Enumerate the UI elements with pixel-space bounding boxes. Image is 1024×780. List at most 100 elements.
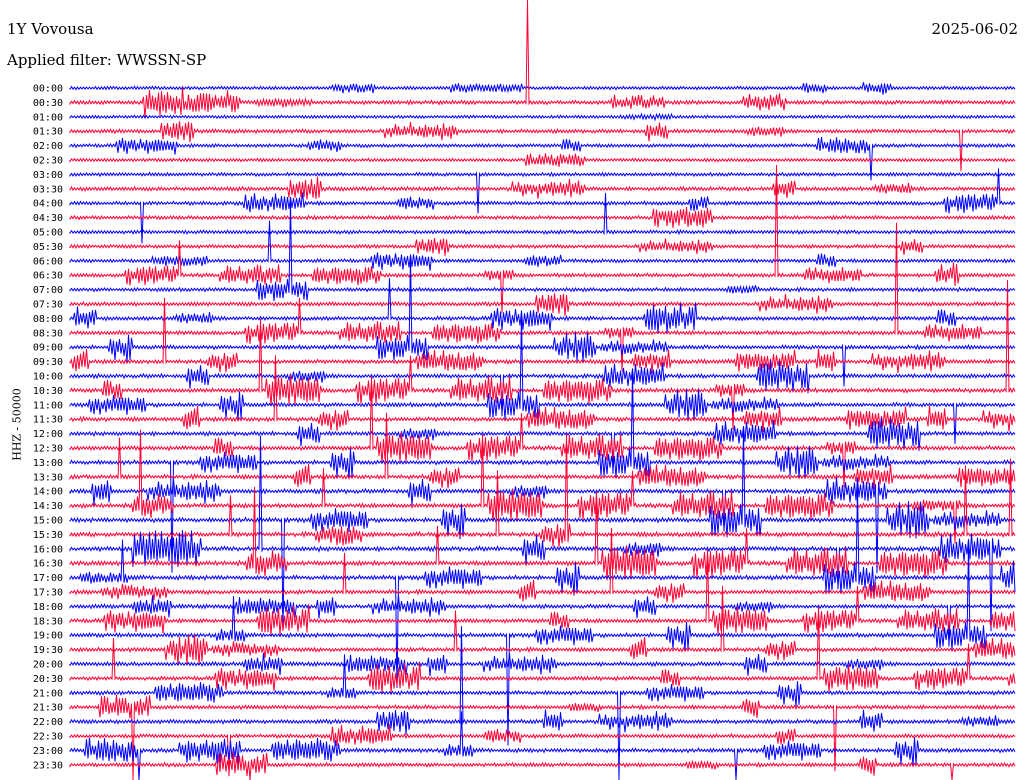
row-label-26: 13:00 [33,458,63,469]
trace-row-20 [69,360,1016,417]
row-label-41: 20:30 [33,674,63,685]
trace-row-46 [69,711,1016,780]
row-label-46: 23:00 [33,746,63,757]
trace-row-34 [69,485,1016,688]
trace-row-21 [69,280,1016,430]
row-label-45: 22:30 [33,732,63,743]
trace-row-15 [69,293,1016,317]
trace-row-2 [69,112,1016,122]
filter-label: Applied filter: WWSSN-SP [7,51,207,69]
row-label-20: 10:00 [33,372,63,383]
trace-row-12 [69,220,1016,271]
row-label-29: 14:30 [33,501,63,512]
date-label: 2025-06-02 [931,20,1018,38]
seismic-traces [69,0,1016,780]
row-label-17: 08:30 [33,328,63,339]
trace-row-44 [69,626,1016,735]
trace-row-36 [69,595,1016,647]
row-label-0: 00:00 [33,84,63,95]
row-label-36: 18:00 [33,602,63,613]
row-label-8: 04:00 [33,199,63,210]
trace-row-23 [69,355,1016,432]
trace-row-11 [69,238,1016,256]
row-label-38: 19:00 [33,631,63,642]
trace-row-45 [69,724,1016,777]
trace-row-25 [69,376,1016,488]
row-label-1: 00:30 [33,98,63,109]
trace-row-19 [69,297,1016,374]
row-label-27: 13:30 [33,472,63,483]
trace-row-41 [69,606,1016,694]
trace-row-28 [69,477,1016,574]
row-label-30: 15:00 [33,516,63,527]
trace-row-0 [69,82,1016,95]
row-label-33: 16:30 [33,559,63,570]
row-label-37: 18:30 [33,616,63,627]
trace-row-13 [69,164,1016,314]
trace-row-14 [69,200,1016,302]
trace-row-3 [69,121,1016,172]
row-label-7: 03:30 [33,184,63,195]
trace-row-17 [69,222,1016,372]
trace-row-26 [69,370,1016,573]
row-label-28: 14:00 [33,487,63,498]
row-label-47: 23:30 [33,760,63,771]
row-label-43: 21:30 [33,703,63,714]
row-label-44: 22:00 [33,717,63,728]
row-labels: 00:00 00:30 01:00 01:30 02:00 02:30 03:00 03:30… [33,84,63,772]
trace-row-8 [69,168,1016,244]
row-label-14: 07:00 [33,285,63,296]
row-label-4: 02:00 [33,141,63,152]
trace-row-5 [69,153,1016,167]
row-label-40: 20:00 [33,660,63,671]
trace-row-27 [69,412,1016,490]
row-label-42: 21:00 [33,688,63,699]
row-label-10: 05:00 [33,228,63,239]
row-label-6: 03:00 [33,170,63,181]
trace-row-16 [69,278,1016,334]
row-label-34: 17:00 [33,573,63,584]
row-label-35: 17:30 [33,588,63,599]
row-label-15: 07:30 [33,300,63,311]
row-label-13: 06:30 [33,271,63,282]
trace-row-33 [69,486,1016,581]
row-label-23: 11:30 [33,415,63,426]
trace-row-6 [69,171,1016,214]
trace-row-42 [69,654,1016,780]
trace-row-35 [69,528,1016,603]
station-title: 1Y Vovousa [7,20,94,38]
trace-row-10 [69,192,1016,236]
row-label-3: 01:30 [33,127,63,138]
trace-row-43 [69,694,1016,780]
row-label-31: 15:30 [33,530,63,541]
trace-row-24 [69,417,1016,474]
row-label-11: 05:30 [33,242,63,253]
trace-row-9 [69,206,1016,229]
trace-row-4 [69,136,1016,181]
trace-row-32 [69,435,1016,632]
row-label-2: 01:00 [33,112,63,123]
trace-row-18 [69,256,1016,387]
row-label-19: 09:30 [33,357,63,368]
trace-row-22 [69,313,1016,444]
row-label-5: 02:30 [33,156,63,167]
row-label-25: 12:30 [33,444,63,455]
trace-row-1 [69,0,1016,119]
trace-row-39 [69,585,1016,666]
trace-row-47 [69,752,1016,780]
row-label-21: 10:30 [33,386,63,397]
row-label-16: 08:00 [33,314,63,325]
row-label-39: 19:30 [33,645,63,656]
row-label-22: 11:00 [33,400,63,411]
trace-row-38 [69,544,1016,746]
row-label-24: 12:00 [33,429,63,440]
trace-row-7 [69,176,1016,200]
trace-row-40 [69,652,1016,677]
row-label-18: 09:00 [33,343,63,354]
row-label-12: 06:00 [33,256,63,267]
row-label-32: 16:00 [33,544,63,555]
row-label-9: 04:30 [33,213,63,224]
trace-row-37 [69,549,1016,636]
trace-row-30 [69,427,1016,631]
